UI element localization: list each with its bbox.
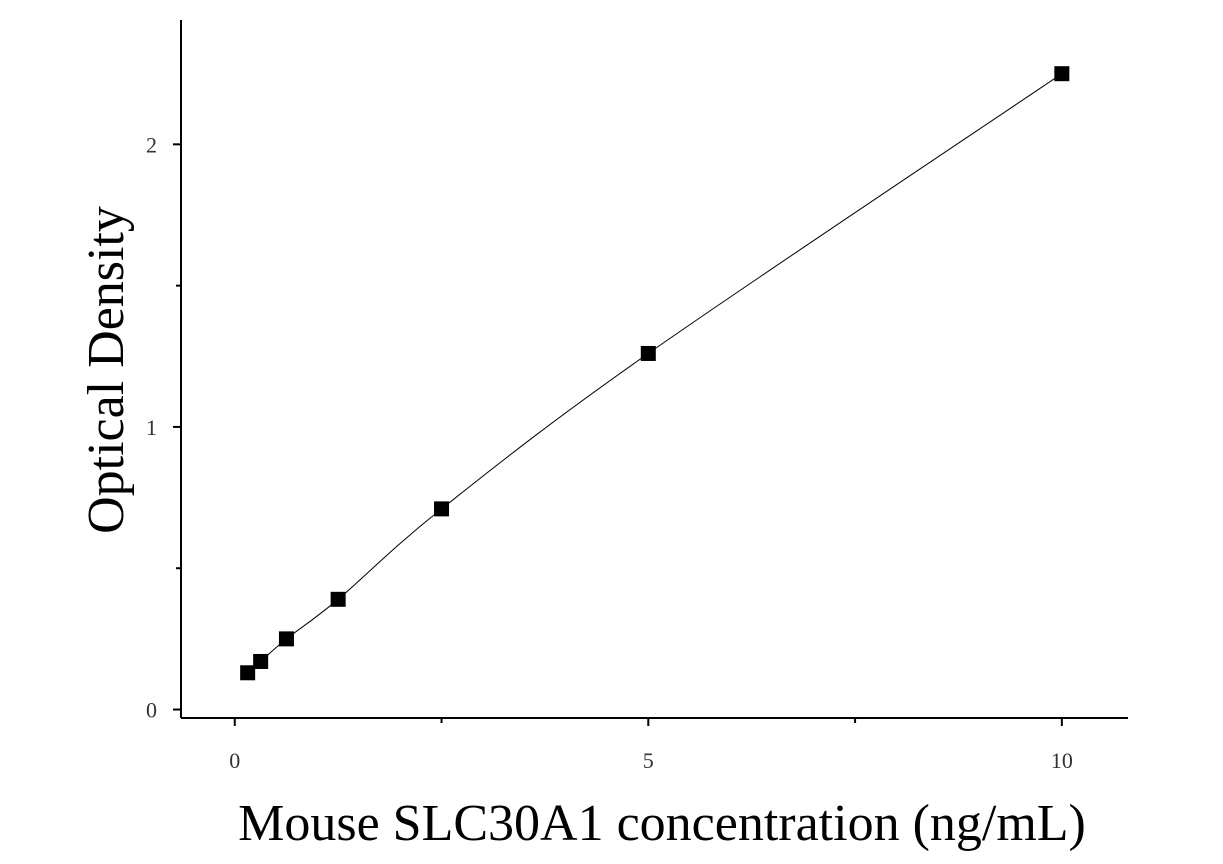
data-point-5 [640,345,656,361]
axis-ticks [173,143,1063,726]
data-point-6 [1054,66,1070,82]
x-tick-label-1: 5 [643,748,654,773]
data-point-1 [253,653,269,669]
fit-curve [247,73,1063,674]
data-point-2 [278,631,294,647]
x-tick-label-2: 10 [1051,748,1073,773]
y-tick-labels: 0 1 2 [146,132,157,722]
x-tick-labels: 0 5 10 [229,748,1073,773]
x-axis-title: Mouse SLC30A1 concentration (ng/mL) [238,795,1086,852]
data-point-3 [330,591,346,607]
y-tick-label-2: 2 [146,132,157,157]
data-points [240,66,1070,681]
data-point-4 [434,501,450,517]
x-tick-label-0: 0 [229,748,240,773]
data-point-0 [240,665,256,681]
y-axis-title: Optical Density [78,206,135,534]
y-tick-label-1: 1 [146,415,157,440]
y-tick-label-0: 0 [146,698,157,723]
